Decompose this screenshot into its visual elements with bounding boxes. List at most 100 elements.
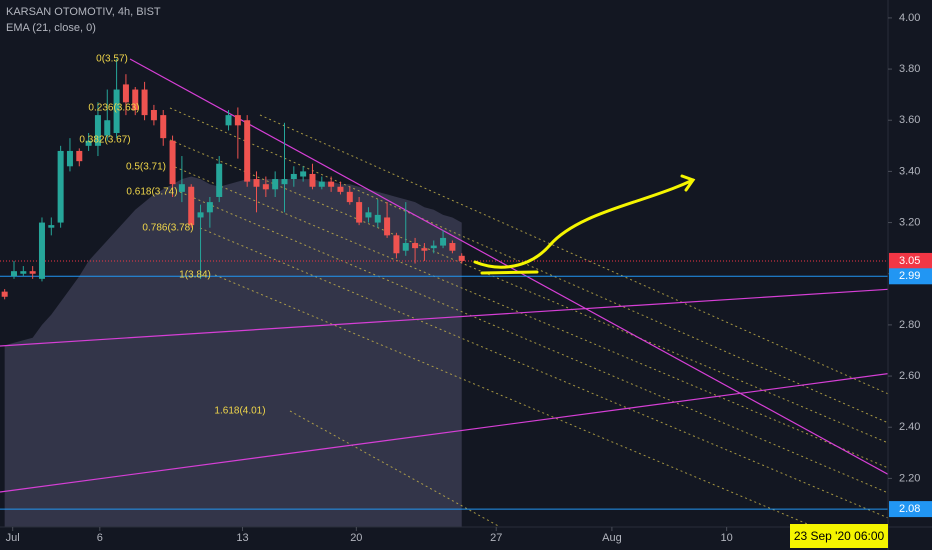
fib-line — [169, 139, 888, 444]
candle-body — [365, 212, 372, 218]
fib-label: 0.236(3.63) — [88, 103, 139, 114]
candle-body — [188, 186, 195, 226]
candle-body — [132, 89, 139, 111]
candle-body — [290, 173, 297, 180]
y-tick-label: 4.00 — [899, 12, 920, 24]
fib-line — [169, 107, 888, 424]
candle-body — [318, 181, 325, 187]
price-label: 2.08 — [899, 503, 920, 515]
fib-line — [179, 191, 888, 494]
fib-label: 0.786(3.78) — [142, 223, 193, 234]
ema-layer — [4, 176, 462, 527]
trend-lines — [0, 58, 888, 493]
candle-body — [421, 248, 428, 251]
arrow-head — [680, 174, 696, 192]
x-tick-label: 20 — [350, 532, 362, 544]
candle-body — [48, 225, 55, 228]
freehand-drawing — [473, 174, 696, 275]
x-tick-label: Jul — [6, 532, 20, 544]
x-tick-label: 13 — [236, 532, 248, 544]
price-lines — [0, 260, 888, 510]
x-tick-label: 27 — [490, 532, 502, 544]
candle-body — [29, 271, 36, 274]
candle-body — [346, 191, 353, 203]
y-tick-label: 2.60 — [899, 370, 920, 382]
y-tick-label: 3.20 — [899, 216, 920, 228]
candle-body — [244, 120, 251, 182]
axes: 2.202.402.602.803.003.203.403.603.804.00… — [6, 12, 932, 544]
candle-body — [225, 115, 232, 126]
candle-body — [253, 179, 260, 187]
plot-area — [0, 58, 888, 527]
candle-body — [458, 255, 465, 261]
candle-body — [281, 179, 288, 185]
price-label: 3.05 — [899, 255, 920, 267]
candle-body — [197, 212, 204, 218]
fib-label: 0.5(3.71) — [126, 162, 166, 173]
fib-label: 0.618(3.74) — [126, 187, 177, 198]
crosshair-label: 23 Sep '20 06:00 — [794, 529, 885, 543]
candle-body — [113, 89, 120, 134]
candle-body — [76, 150, 83, 162]
candle-body — [272, 179, 279, 190]
candle-body — [440, 237, 447, 246]
y-tick-label: 2.40 — [899, 421, 920, 433]
candles — [1, 58, 465, 300]
candle-body — [57, 150, 64, 223]
candle-body — [38, 222, 45, 279]
ema-area — [4, 176, 462, 527]
y-tick-label: 3.60 — [899, 114, 920, 126]
candle-body — [300, 171, 307, 177]
y-tick-label: 2.20 — [899, 472, 920, 484]
x-tick-label: Aug — [602, 532, 622, 544]
freehand-arrow — [473, 178, 695, 269]
candle-body — [10, 271, 17, 277]
candle-body — [85, 140, 92, 146]
price-label-box — [889, 252, 932, 269]
price-label-box — [889, 501, 932, 518]
candle-body — [66, 150, 73, 167]
fib-label: 1(3.84) — [179, 270, 211, 281]
chart-title: KARSAN OTOMOTIV, 4h, BIST — [6, 6, 161, 18]
candle-body — [430, 245, 437, 249]
trend-line — [129, 58, 888, 475]
candle-body — [449, 243, 456, 251]
candle-body — [393, 235, 400, 254]
y-tick-label: 2.80 — [899, 319, 920, 331]
trend-line — [0, 288, 888, 347]
candle-body — [20, 271, 27, 274]
candle-body — [104, 120, 111, 136]
candle-body — [160, 115, 167, 139]
y-tick-label: 3.80 — [899, 63, 920, 75]
price-label-box — [889, 268, 932, 285]
crosshair-box — [790, 524, 888, 548]
candle-body — [328, 181, 335, 187]
candle-body — [309, 173, 316, 187]
fib-labels: 0(3.57) 0.236(3.63) 0.382(3.67) 0.5(3.71) 0.… — [79, 54, 265, 417]
x-tick-label: 10 — [721, 532, 733, 544]
fib-label: 1.618(4.01) — [214, 406, 265, 417]
indicator-label: EMA (21, close, 0) — [6, 22, 96, 34]
candle-body — [178, 184, 185, 192]
price-label: 2.99 — [899, 270, 920, 282]
fib-line — [289, 410, 502, 527]
fib-label: 0.382(3.67) — [79, 135, 130, 146]
candle-body — [141, 89, 148, 116]
candle-body — [262, 184, 269, 190]
candle-body — [384, 217, 391, 236]
candle-body — [216, 163, 223, 197]
x-tick-label: 6 — [97, 532, 103, 544]
candle-body — [150, 110, 157, 121]
y-tick-label: 3.40 — [899, 165, 920, 177]
candle-body — [1, 291, 8, 297]
candle-body — [402, 243, 409, 251]
candle-body — [234, 115, 241, 126]
candle-body — [374, 214, 381, 223]
candle-body — [412, 243, 419, 249]
candle-body — [122, 84, 129, 103]
fib-line — [259, 114, 888, 395]
freehand-underline — [480, 270, 539, 275]
candle-body — [94, 115, 101, 146]
candle-body — [169, 140, 176, 185]
